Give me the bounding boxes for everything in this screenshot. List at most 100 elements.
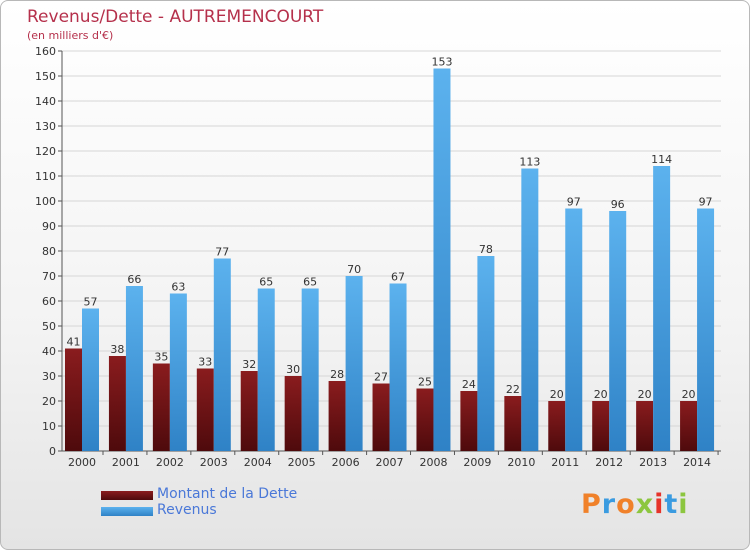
data-label-revenus: 66 [127, 273, 141, 286]
logo-letter: i [654, 489, 665, 520]
data-label-revenus: 57 [84, 296, 98, 309]
data-label-dette: 38 [110, 343, 124, 356]
x-tick-label: 2014 [683, 456, 711, 469]
bar-dette [416, 388, 434, 451]
y-tick-label: 20 [42, 395, 56, 408]
y-tick-label: 40 [42, 345, 56, 358]
x-tick-label: 2006 [332, 456, 360, 469]
x-tick-label: 2002 [156, 456, 184, 469]
data-label-dette: 41 [67, 336, 81, 349]
y-tick-label: 160 [35, 45, 56, 58]
bar-revenus [521, 168, 539, 451]
bar-revenus [477, 256, 495, 451]
legend-swatch-dette [101, 491, 153, 500]
y-tick-label: 150 [35, 70, 56, 83]
logo-letter: t [664, 489, 679, 520]
data-labels: 41 57 38 66 35 63 33 77 32 65 30 65 28 70 27 67 25 153 24 7… [67, 56, 713, 402]
bar-revenus [653, 166, 671, 451]
x-tick-label: 2012 [595, 456, 623, 469]
data-label-revenus: 65 [259, 276, 273, 289]
data-label-revenus: 65 [303, 276, 317, 289]
x-tick-label: 2010 [507, 456, 535, 469]
y-tick-label: 70 [42, 270, 56, 283]
y-tick-label: 50 [42, 320, 56, 333]
y-tick-label: 60 [42, 295, 56, 308]
x-tick-label: 2003 [200, 456, 228, 469]
x-tick-label: 2013 [639, 456, 667, 469]
bar-revenus [565, 208, 583, 451]
y-tick-label: 110 [35, 170, 56, 183]
bar-revenus [82, 308, 99, 451]
data-label-dette: 20 [550, 388, 564, 401]
data-label-dette: 33 [198, 356, 212, 369]
x-tick-label: 2001 [112, 456, 140, 469]
data-label-revenus: 114 [651, 153, 672, 166]
data-label-revenus: 67 [391, 271, 405, 284]
legend-label-dette: Montant de la Dette [157, 486, 298, 502]
axes: 0 10 20 30 40 50 60 70 80 90 100 110 120 130 140 150 160… [35, 45, 721, 469]
bar-dette [372, 383, 390, 451]
data-label-revenus: 78 [479, 243, 493, 256]
bar-revenus [609, 211, 627, 451]
bars [65, 68, 715, 451]
bar-revenus [389, 283, 407, 451]
bar-dette [592, 401, 610, 451]
bar-dette [65, 348, 82, 451]
logo-letter: i [678, 489, 689, 520]
y-tick-label: 90 [42, 220, 56, 233]
logo-letter: x [635, 489, 655, 520]
bar-dette [108, 356, 126, 451]
bar-revenus [169, 293, 187, 451]
data-label-dette: 24 [462, 378, 476, 391]
x-tick-label: 2009 [463, 456, 491, 469]
x-tick-label: 2011 [551, 456, 579, 469]
data-label-dette: 27 [374, 371, 388, 384]
y-tick-label: 30 [42, 370, 56, 383]
x-tick-label: 2008 [419, 456, 447, 469]
logo-letter: r [601, 489, 617, 520]
data-label-dette: 25 [418, 376, 432, 389]
data-label-revenus: 70 [347, 263, 361, 276]
bar-revenus [125, 286, 143, 451]
y-tick-label: 10 [42, 420, 56, 433]
y-tick-label: 130 [35, 120, 56, 133]
y-tick-label: 80 [42, 245, 56, 258]
data-label-dette: 32 [242, 358, 256, 371]
bar-revenus [433, 68, 451, 451]
bar-dette [636, 401, 654, 451]
data-label-dette: 30 [286, 363, 300, 376]
bar-dette [284, 376, 302, 451]
y-tick-label: 120 [35, 145, 56, 158]
chart-title: Revenus/Dette - AUTREMENCOURT [27, 7, 324, 27]
y-tick-label: 140 [35, 95, 56, 108]
bar-dette [460, 391, 478, 451]
bar-dette [548, 401, 566, 451]
data-label-revenus: 97 [699, 196, 713, 209]
bar-revenus [301, 288, 319, 451]
data-label-revenus: 113 [519, 156, 540, 169]
bar-revenus [257, 288, 275, 451]
bar-dette [328, 381, 346, 451]
data-label-dette: 35 [154, 351, 168, 364]
bar-dette [680, 401, 698, 451]
bar-revenus [345, 276, 363, 451]
legend-swatch-revenus [101, 507, 153, 516]
data-label-dette: 20 [594, 388, 608, 401]
data-label-revenus: 77 [215, 246, 229, 259]
data-label-dette: 28 [330, 368, 344, 381]
chart-subtitle: (en milliers d'€) [27, 29, 114, 42]
data-label-revenus: 63 [171, 281, 185, 294]
data-label-revenus: 96 [611, 198, 625, 211]
data-label-dette: 20 [638, 388, 652, 401]
bar-dette [196, 368, 214, 451]
x-tick-label: 2004 [244, 456, 272, 469]
data-label-revenus: 97 [567, 196, 581, 209]
bar-dette [152, 363, 170, 451]
bar-dette [504, 396, 522, 451]
data-label-dette: 22 [506, 383, 520, 396]
x-tick-label: 2007 [376, 456, 404, 469]
logo-letter: P [581, 489, 602, 520]
data-label-dette: 20 [682, 388, 696, 401]
